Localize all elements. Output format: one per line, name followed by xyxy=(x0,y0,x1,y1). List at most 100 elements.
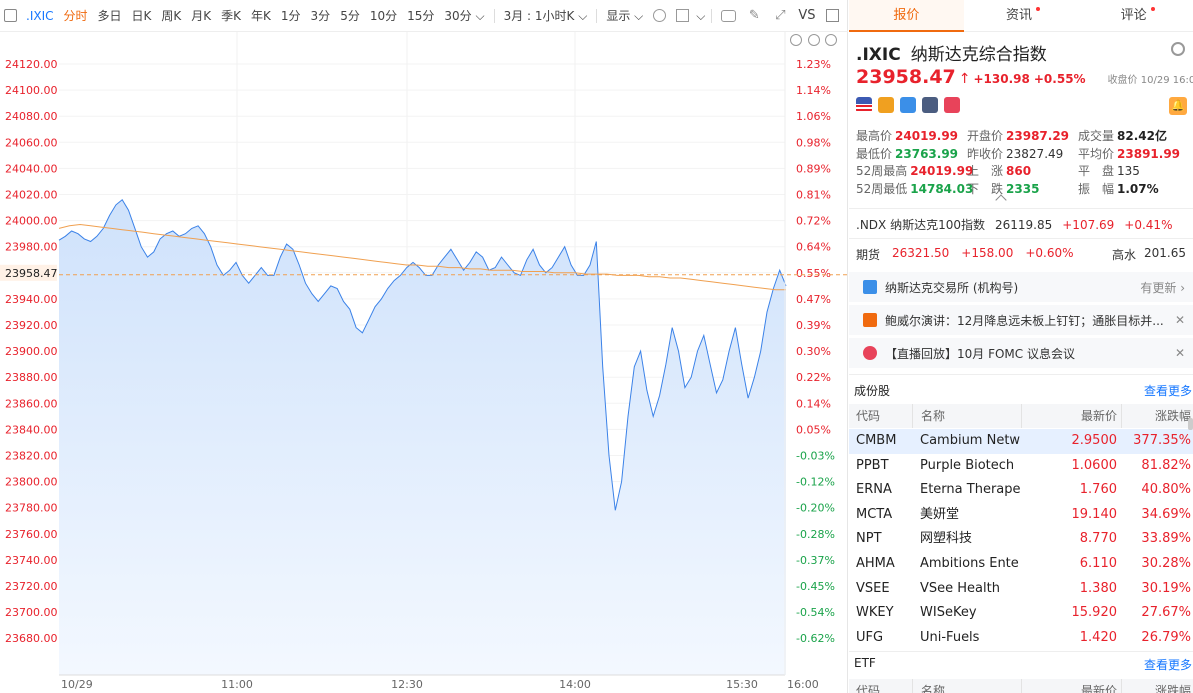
period-tab[interactable]: 年K xyxy=(251,8,271,23)
period-tab[interactable]: 季K xyxy=(221,8,242,23)
stats-row: 52周最低 14784.03 下 跌 2335 振 幅 1.07% xyxy=(856,181,1192,199)
period-tab[interactable]: 日K xyxy=(131,8,152,23)
ndx-change-pct: +0.41% xyxy=(1124,218,1173,232)
panel-toggle-icon[interactable] xyxy=(825,9,839,22)
interval-dropdown[interactable]: 30分 ⌵ xyxy=(444,8,485,23)
premium-value: 201.65 xyxy=(1144,246,1186,260)
price-tick-label: 23940.00 xyxy=(5,293,58,306)
futures-change-pct: +0.60% xyxy=(1025,246,1074,260)
period-tab[interactable]: 5分 xyxy=(340,8,360,23)
table-row[interactable]: PPBT Purple Biotech 1.0600 81.82% xyxy=(849,454,1193,479)
pct-tick-label: -0.03% xyxy=(796,450,835,463)
col-name[interactable]: 名称 xyxy=(912,404,1021,428)
row-change: 34.69% xyxy=(1141,506,1191,522)
undo-icon[interactable] xyxy=(790,34,802,46)
stat-cell: 成交量 82.42亿 xyxy=(1078,128,1190,146)
settings-icon[interactable] xyxy=(653,9,667,22)
period-tab[interactable]: 10分 xyxy=(369,8,398,23)
period-tab[interactable]: 周K xyxy=(161,8,182,23)
col-code[interactable]: 代码 xyxy=(856,684,881,693)
chevron-down-icon[interactable]: ⌵ xyxy=(696,8,706,23)
tab-quote[interactable]: 报价 xyxy=(849,0,964,32)
price-tick-label: 23920.00 xyxy=(5,319,58,332)
ndx-row[interactable]: .NDX 纳斯达克100指数 26119.85 +107.69 +0.41% xyxy=(856,216,1182,233)
news-item[interactable]: 鲍威尔演讲：12月降息远未板上钉钉；通胀目标并... ✕ xyxy=(849,305,1193,335)
pct-tick-label: 1.23% xyxy=(796,58,831,71)
row-code: AHMA xyxy=(856,556,895,571)
table-row[interactable]: UFG Uni-Fuels 1.420 26.79% xyxy=(849,626,1193,651)
us-flag-icon[interactable] xyxy=(856,97,872,113)
news-item[interactable]: 纳斯达克交易所 (机构号) 有更新 › xyxy=(849,272,1193,302)
period-tab[interactable]: 多日 xyxy=(97,8,122,23)
news-update-link[interactable]: 有更新 › xyxy=(1140,280,1185,295)
constituents-more-link[interactable]: 查看更多 xyxy=(1143,384,1192,398)
gear-icon[interactable] xyxy=(1171,42,1185,56)
col-code[interactable]: 代码 xyxy=(856,409,881,423)
intraday-chart[interactable]: 24120.00 1.23% 24100.00 1.14% 24080.00 1.06% 2… xyxy=(0,32,848,693)
tab-comments[interactable]: 评论 xyxy=(1078,0,1193,31)
vs-button[interactable]: VS xyxy=(798,7,816,23)
scrollbar[interactable] xyxy=(1188,418,1193,430)
col-change[interactable]: 涨跌幅 xyxy=(1121,404,1193,428)
row-price: 1.380 xyxy=(1079,580,1117,596)
news-item[interactable]: 【直播回放】10月 FOMC 议息会议 ✕ xyxy=(849,338,1193,368)
stat-label: 下 跌 xyxy=(967,181,1004,196)
table-row[interactable]: VSEE VSee Health 1.380 30.19% xyxy=(849,577,1193,602)
close-icon[interactable]: ✕ xyxy=(1174,346,1185,360)
news-title: 纳斯达克交易所 (机构号) xyxy=(885,280,1019,295)
price-tick-label: 23840.00 xyxy=(5,423,58,436)
range-dropdown[interactable]: 3月 : 1小时K ⌵ xyxy=(503,8,588,23)
futures-row[interactable]: 期货 26321.50 +158.00 +0.60% 高水 201.65 xyxy=(856,246,1186,263)
tag-icon[interactable] xyxy=(900,97,916,113)
table-row[interactable]: NPT 网塑科技 8.770 33.89% xyxy=(849,527,1193,552)
col-price[interactable]: 最新价 xyxy=(1021,404,1121,428)
lightning-icon[interactable] xyxy=(878,97,894,113)
checkbox-icon[interactable] xyxy=(676,9,690,22)
pct-tick-label: 0.22% xyxy=(796,371,831,384)
stat-value: 23827.49 xyxy=(1006,146,1064,161)
period-tab[interactable]: 3分 xyxy=(310,8,331,23)
zoom-out-icon[interactable] xyxy=(808,34,820,46)
price-tick-label: 24000.00 xyxy=(5,215,58,228)
close-icon[interactable]: ✕ xyxy=(1174,313,1185,327)
expand-icon[interactable]: ⤢ xyxy=(775,7,786,23)
tab-news[interactable]: 资讯 xyxy=(964,0,1079,31)
pencil-icon[interactable]: ✎ xyxy=(748,7,760,23)
toolbar-divider xyxy=(711,8,713,23)
quote-name: 纳斯达克综合指数 xyxy=(910,45,1047,65)
period-tab[interactable]: 月K xyxy=(191,8,212,23)
stat-cell: 52周最高 24019.99 xyxy=(856,163,973,181)
stat-label: 平均价 xyxy=(1078,146,1115,161)
stats-row: 最高价 24019.99 开盘价 23987.29 成交量 82.42亿 xyxy=(856,128,1192,146)
bell-icon[interactable]: 🔔 xyxy=(1169,97,1187,115)
period-tab[interactable]: 15分 xyxy=(407,8,435,23)
col-price[interactable]: 最新价 xyxy=(1021,679,1121,693)
ndx-change: +107.69 xyxy=(1062,218,1115,232)
pct-tick-label: 0.55% xyxy=(796,267,831,280)
market-icons xyxy=(856,97,960,113)
zoom-in-icon[interactable] xyxy=(825,34,837,46)
table-row[interactable]: MCTA 美妍堂 19.140 34.69% xyxy=(849,503,1193,528)
heart-icon[interactable] xyxy=(944,97,960,113)
chart-area[interactable]: 24120.00 1.23% 24100.00 1.14% 24080.00 1.06% 2… xyxy=(0,32,848,693)
table-row[interactable]: CMBM Cambium Netw 2.9500 377.35% xyxy=(849,429,1193,454)
camera-icon[interactable] xyxy=(721,9,737,22)
sidebar-toggle-icon[interactable] xyxy=(4,9,17,22)
futures-label: 期货 xyxy=(856,248,881,262)
row-price: 15.920 xyxy=(1071,605,1118,621)
table-row[interactable]: WKEY WISeKey 15.920 27.67% xyxy=(849,601,1193,626)
etf-more-link[interactable]: 查看更多 xyxy=(1143,658,1192,672)
document-icon[interactable] xyxy=(922,97,938,113)
symbol-label[interactable]: .IXIC xyxy=(26,8,54,23)
period-tab[interactable]: 分时 xyxy=(63,8,88,23)
period-tabs: 分时 多日 日K 周K 月K 季K 年K 1分 3分 5分 10分 15分 xyxy=(59,0,440,32)
col-change[interactable]: 涨跌幅 xyxy=(1121,679,1193,693)
table-row[interactable]: AHMA Ambitions Ente 6.110 30.28% xyxy=(849,552,1193,577)
row-change: 30.19% xyxy=(1141,580,1191,596)
table-row[interactable]: ERNA Eterna Therape 1.760 40.80% xyxy=(849,478,1193,503)
period-tab[interactable]: 1分 xyxy=(280,8,301,23)
display-dropdown[interactable]: 显示 ⌵ xyxy=(606,8,644,23)
quote-stats: 最高价 24019.99 开盘价 23987.29 成交量 82.42亿 最低价 23763.… xyxy=(856,128,1192,198)
row-price: 2.9500 xyxy=(1071,433,1118,448)
col-name[interactable]: 名称 xyxy=(912,679,1021,693)
